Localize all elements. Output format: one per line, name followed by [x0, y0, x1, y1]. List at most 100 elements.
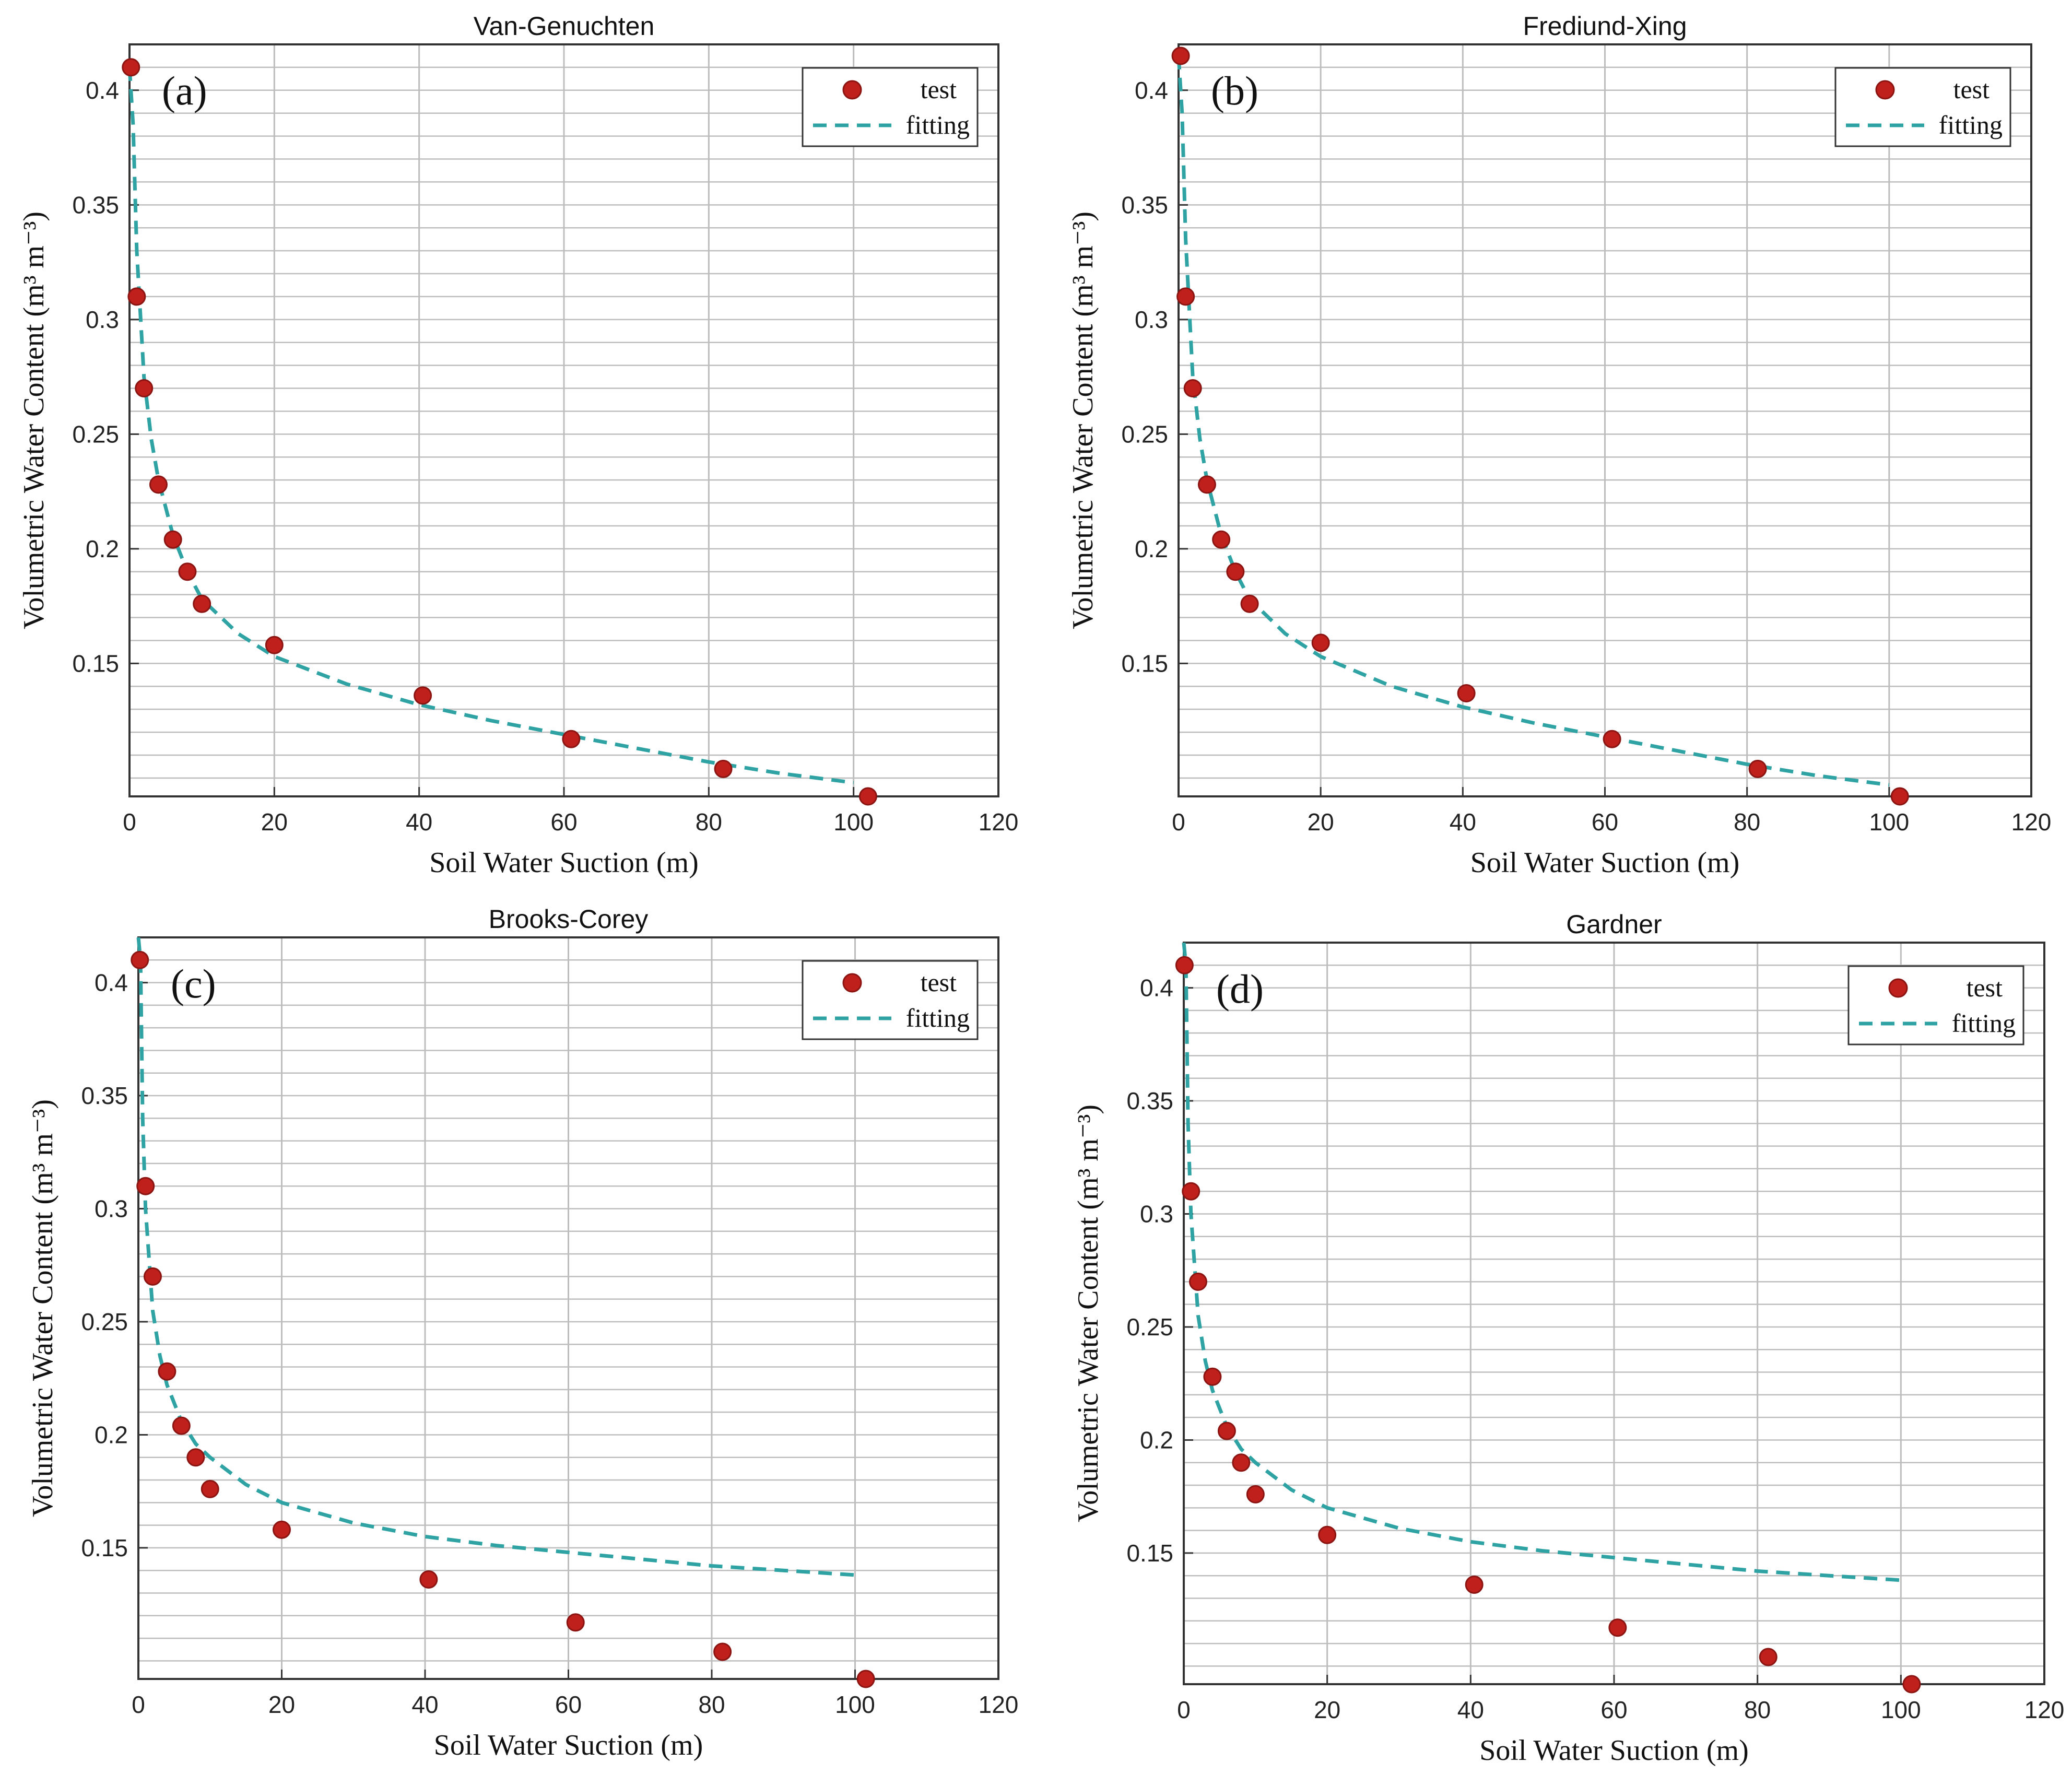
x-tick-label: 60 [1592, 808, 1618, 836]
data-point [1197, 475, 1216, 494]
panel-label: (c) [171, 961, 216, 1006]
data-point [163, 530, 182, 549]
panel-label: (d) [1216, 966, 1264, 1012]
legend-label-test: test [921, 968, 957, 997]
data-point [1902, 1675, 1921, 1694]
data-point [1232, 1453, 1251, 1472]
data-point [414, 686, 432, 705]
y-tick-label: 0.3 [1140, 1201, 1173, 1228]
x-axis-label: Soil Water Suction (m) [1479, 1734, 1749, 1767]
y-tick-labels: 0.4 0.35 0.3 0.25 0.2 0.15 [1126, 974, 1193, 1567]
series-line-fitting [1176, 55, 1890, 787]
x-tick-label: 80 [696, 808, 722, 836]
chart-panel-b: 0 20 40 60 80 100 120 0.4 0.35 0.3 0.25 0.2 0.15 Fred… [1067, 11, 2051, 879]
legend-label-test: test [1967, 973, 2003, 1002]
x-axis-label: Soil Water Suction (m) [434, 1729, 703, 1761]
legend-label-fitting: fitting [906, 1003, 970, 1032]
data-point [149, 475, 168, 494]
data-point [193, 594, 211, 613]
horizontal-gridlines [138, 936, 998, 1662]
data-point [1608, 1618, 1627, 1637]
chart-panel-d: 0 20 40 60 80 100 120 0.4 0.35 0.3 0.25 0.2 0.15 Gard… [1072, 910, 2064, 1767]
x-tick-label: 120 [979, 808, 1019, 836]
legend: test fitting [1847, 965, 2024, 1045]
data-point [122, 58, 140, 77]
x-tick-labels: 0 20 40 60 80 100 120 [1177, 1675, 2064, 1723]
y-tick-label: 0.25 [1121, 420, 1168, 448]
data-point [1759, 1648, 1777, 1666]
horizontal-gridlines [1179, 43, 2031, 779]
x-tick-label: 80 [1744, 1696, 1771, 1723]
legend-box [1834, 67, 2011, 147]
y-tick-labels: 0.4 0.35 0.3 0.25 0.2 0.15 [81, 969, 148, 1561]
legend: test fitting [1834, 67, 2011, 147]
y-tick-label: 0.4 [1140, 974, 1173, 1002]
y-axis-label: Volumetric Water Content (m³ m⁻³) [1072, 1105, 1104, 1522]
data-point [135, 379, 154, 398]
y-tick-label: 0.2 [86, 535, 119, 562]
x-tick-label: 40 [406, 808, 432, 836]
y-tick-label: 0.25 [1126, 1313, 1173, 1341]
data-point [1246, 1485, 1265, 1503]
data-point [265, 636, 284, 654]
data-point [1182, 1182, 1200, 1201]
series-line-fitting [136, 937, 855, 1577]
data-point [1465, 1576, 1484, 1594]
x-tick-labels: 0 20 40 60 80 100 120 [132, 1670, 1018, 1718]
data-point [1226, 562, 1245, 581]
data-point [1176, 287, 1195, 306]
data-point [1240, 594, 1259, 613]
y-tick-label: 0.15 [72, 650, 119, 677]
panel-label: (b) [1211, 68, 1258, 113]
legend-label-test: test [921, 75, 957, 104]
x-tick-label: 60 [550, 808, 577, 836]
x-tick-label: 0 [1172, 808, 1185, 836]
y-tick-label: 0.4 [1135, 77, 1168, 104]
data-point [714, 759, 733, 778]
x-tick-label: 20 [268, 1691, 295, 1718]
series-line-fitting [127, 67, 854, 785]
series-line-fitting [1182, 942, 1901, 1582]
data-point [1217, 1421, 1236, 1440]
data-point [1318, 1525, 1337, 1544]
data-point [273, 1520, 291, 1539]
y-tick-label: 0.25 [72, 420, 119, 448]
x-tick-label: 120 [979, 1691, 1019, 1718]
legend-box [802, 67, 979, 147]
data-point [186, 1448, 205, 1467]
x-tick-label: 100 [1869, 808, 1909, 836]
x-tick-label: 20 [261, 808, 288, 836]
series-points-test [122, 58, 877, 806]
x-tick-label: 20 [1314, 1696, 1340, 1723]
data-point [1171, 46, 1190, 65]
y-tick-label: 0.4 [95, 969, 128, 996]
x-tick-label: 120 [2011, 808, 2052, 836]
data-point [1890, 787, 1909, 806]
horizontal-gridlines [1184, 942, 2044, 1667]
panel-label: (a) [162, 68, 207, 113]
x-tick-label: 100 [833, 808, 874, 836]
y-tick-label: 0.4 [86, 77, 119, 104]
chart-panel-c: 0 20 40 60 80 100 120 0.4 0.35 0.3 0.25 0.2 0.15 Broo… [27, 904, 1018, 1761]
series-points-test [131, 950, 875, 1688]
legend-marker-test [842, 80, 862, 100]
x-tick-labels: 0 20 40 60 80 100 120 [123, 787, 1018, 836]
data-point [172, 1416, 191, 1435]
data-point [201, 1479, 219, 1498]
data-point [858, 787, 877, 806]
data-point [1203, 1367, 1222, 1386]
data-point [566, 1613, 585, 1632]
y-tick-label: 0.25 [81, 1308, 128, 1335]
x-tick-label: 80 [698, 1691, 725, 1718]
legend-marker-test [1888, 978, 1908, 998]
legend-marker-test [1875, 80, 1895, 100]
y-tick-label: 0.2 [1140, 1426, 1173, 1453]
data-point [419, 1570, 438, 1589]
x-tick-label: 80 [1734, 808, 1760, 836]
data-point [1183, 379, 1202, 398]
legend-label-fitting: fitting [1939, 110, 2003, 139]
x-tick-label: 0 [1177, 1696, 1191, 1723]
data-point [713, 1642, 732, 1661]
x-axis-label: Soil Water Suction (m) [1470, 847, 1740, 879]
